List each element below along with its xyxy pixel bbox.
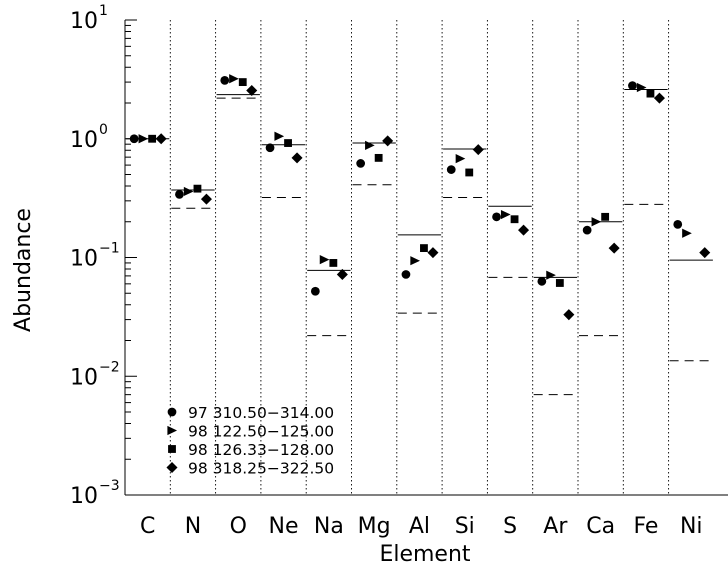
data-point-square [420, 244, 428, 253]
legend-label: 98 318.25−322.50 [188, 460, 334, 478]
data-point-triangle [636, 82, 647, 93]
y-tick-exponent: 1 [99, 3, 108, 19]
y-tick-label: 10 [70, 484, 98, 509]
data-point-circle [265, 143, 275, 153]
x-axis-label: Element [379, 542, 470, 567]
data-point-circle [446, 165, 456, 174]
data-point-triangle [410, 256, 421, 266]
x-tick-label: Si [455, 514, 475, 539]
data-point-triangle [455, 154, 466, 164]
x-tick-label: C [140, 514, 155, 539]
data-point-triangle [319, 255, 330, 265]
x-tick-label: Ca [586, 514, 615, 539]
legend-marker-circle [167, 407, 177, 417]
legend-label: 98 122.50−125.00 [188, 423, 334, 441]
data-point-square [510, 215, 519, 224]
plot-area [126, 20, 713, 495]
data-point-diamond [653, 92, 665, 104]
data-point-diamond [291, 152, 303, 164]
data-point-triangle [229, 74, 239, 84]
data-point-square [646, 89, 655, 98]
data-point-square [374, 153, 383, 162]
data-point-diamond [518, 224, 530, 236]
legend-marker-triangle [167, 425, 178, 436]
data-point-triangle [274, 131, 285, 141]
data-point-diamond [155, 133, 167, 145]
data-point-circle [628, 81, 637, 91]
data-point-triangle [365, 140, 375, 150]
y-tick-label: 10 [70, 128, 98, 153]
x-tick-label: Na [314, 514, 344, 539]
data-point-diamond [608, 242, 620, 254]
y-tick-label: 10 [70, 247, 98, 272]
x-tick-label: Ne [269, 514, 299, 539]
data-point-square [238, 78, 247, 87]
data-point-triangle [546, 270, 556, 280]
x-axis: C N O Ne Na Mg Al Si S Ar Ca Fe Ni [125, 494, 728, 539]
data-point-square [329, 259, 338, 267]
data-point-circle [673, 220, 683, 229]
data-point-triangle [138, 134, 149, 144]
data-point-square [284, 139, 292, 147]
x-tick-label: S [503, 514, 517, 539]
data-point-circle [356, 159, 366, 168]
legend-label: 97 310.50−314.00 [188, 404, 334, 422]
data-point-triangle [183, 186, 194, 197]
data-point-circle [401, 270, 411, 279]
data-point-diamond [246, 84, 258, 96]
data-point-circle [220, 76, 230, 85]
y-tick-exponent: −1 [99, 241, 120, 257]
data-point-diamond [427, 247, 439, 259]
data-point-diamond [200, 193, 212, 205]
data-point-square [601, 212, 610, 221]
data-point-square [555, 279, 564, 287]
data-point-diamond [382, 135, 394, 147]
data-point-diamond [336, 268, 348, 280]
legend-marker-square [168, 445, 176, 453]
y-tick-label: 10 [70, 9, 98, 34]
data-point-circle [175, 190, 184, 199]
y-tick-exponent: −2 [99, 359, 120, 375]
data-point-triangle [591, 217, 602, 227]
y-axis-label: Abundance [11, 208, 36, 332]
y-tick-label: 10 [70, 365, 98, 390]
data-point-diamond [472, 144, 484, 156]
data-point-triangle [682, 228, 692, 238]
data-point-circle [537, 276, 547, 286]
data-point-square [465, 168, 474, 177]
data-point-diamond [563, 309, 575, 321]
x-tick-label: N [185, 514, 201, 539]
y-tick-exponent: −3 [99, 478, 120, 494]
data-point-circle [492, 212, 501, 222]
x-tick-label: Ar [543, 514, 568, 539]
x-tick-label: Mg [358, 514, 391, 539]
data-point-square [193, 184, 202, 193]
x-tick-label: Al [409, 514, 430, 539]
x-tick-label: O [230, 514, 247, 539]
legend-marker-diamond [166, 461, 178, 474]
data-point-circle [310, 286, 320, 296]
data-point-triangle [500, 209, 511, 220]
data-point-square [148, 134, 157, 143]
y-tick-exponent: 0 [99, 122, 108, 138]
x-tick-label: Fe [633, 514, 658, 539]
plot-inner [126, 20, 713, 495]
x-tick-label: Ni [680, 514, 703, 539]
legend-label: 98 126.33−128.00 [188, 441, 334, 459]
data-point-circle [582, 225, 592, 235]
data-point-diamond [699, 247, 711, 259]
